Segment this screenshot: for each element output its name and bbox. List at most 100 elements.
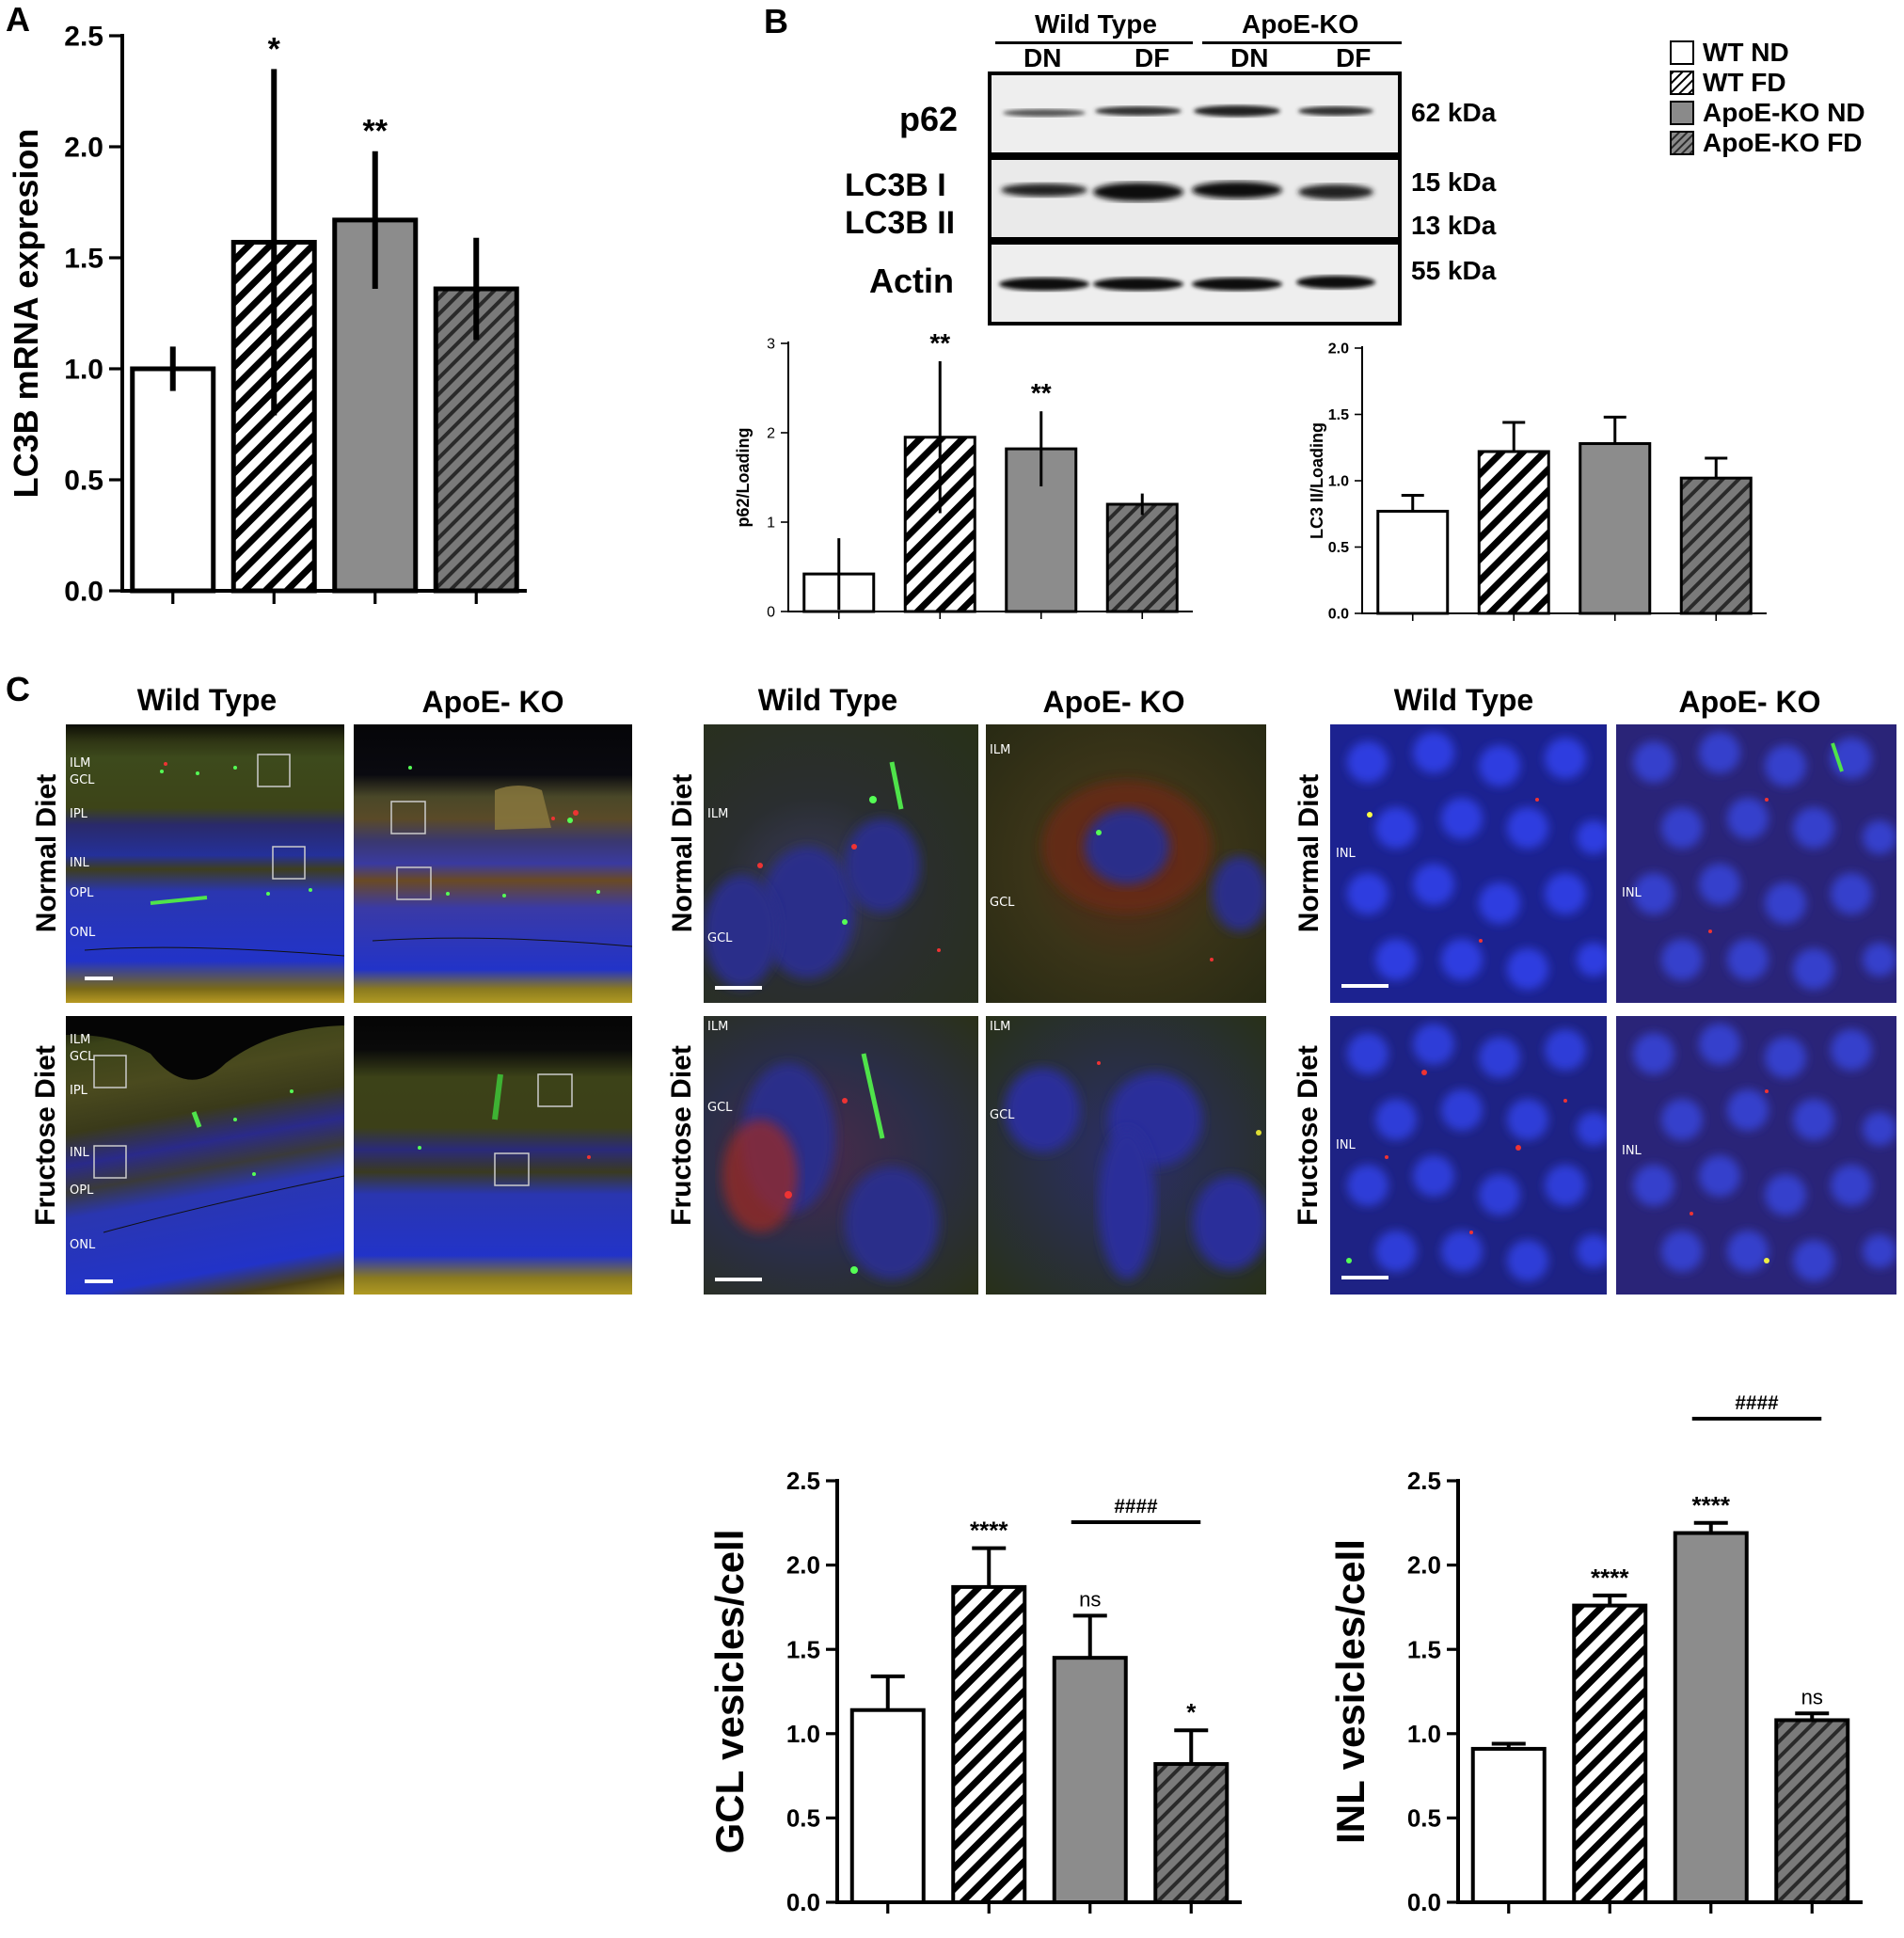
legend-wt-fd: WT FD — [1703, 68, 1786, 97]
mid-label-gcl-tl: GCL — [707, 931, 733, 945]
mid-label-ilm-br: ILM — [990, 1020, 1011, 1034]
y-tick-label-C-GCL-3: 1.5 — [786, 1635, 820, 1663]
bar-C-INL-1 — [1572, 1603, 1648, 1904]
layer-inl-bottom: INL — [70, 1146, 89, 1160]
y-label-A: LC3B mRNA expresion — [7, 129, 45, 499]
mid-label-ilm-bl: ILM — [707, 1020, 729, 1034]
bar-B-LC3-2 — [1579, 442, 1652, 615]
blot-group-wild-type: Wild Type — [1035, 9, 1157, 39]
bar-B-LC3-1 — [1477, 450, 1550, 615]
panel-label-c: C — [6, 670, 30, 708]
micrograph-inl-wt-fructose: INL — [1330, 1016, 1607, 1295]
layer-gcl-bottom: GCL — [70, 1050, 95, 1064]
significance-C-INL-2: **** — [1692, 1491, 1731, 1519]
layer-onl-top: ONL — [70, 926, 96, 940]
kda-15: 15 kDa — [1411, 167, 1497, 197]
row-label-fructose-3: Fructose Diet — [1293, 1045, 1324, 1226]
micrograph-gcl-wt-fructose: ILM GCL — [704, 1016, 978, 1295]
legend: WT ND WT FD ApoE-KO ND ApoE-KO FD — [1669, 38, 1895, 160]
bar-C-INL-2 — [1673, 1531, 1749, 1904]
y-tick-label-C-GCL-4: 2.0 — [786, 1551, 820, 1580]
kda-62: 62 kDa — [1411, 98, 1497, 127]
western-blot: Wild Type ApoE-KO DN DF DN DF p62 LC3B I… — [845, 9, 1524, 329]
blot-lane-1: DN — [1023, 43, 1062, 72]
blot-group-line-wt — [995, 41, 1193, 44]
micrograph-retina-wt-normal: ILM GCL IPL INL OPL ONL — [66, 724, 344, 1003]
mid-label-ilm-tl: ILM — [707, 807, 729, 821]
col-label-wt-1: Wild Type — [136, 683, 278, 717]
y-tick-label-C-INL-5: 2.5 — [1407, 1467, 1441, 1495]
y-tick-label-A-4: 2.0 — [64, 133, 103, 164]
blot-group-line-ko — [1202, 41, 1402, 44]
blot-row-lc3b-i: LC3B I — [845, 167, 946, 203]
inl-label-tl: INL — [1336, 847, 1356, 861]
blot-lane-3: DN — [1230, 43, 1269, 72]
layer-onl-bottom: ONL — [70, 1238, 96, 1252]
significance-C-GCL-2: ns — [1079, 1587, 1101, 1611]
micrograph-retina-ko-fructose — [354, 1016, 632, 1295]
mid-label-gcl-br: GCL — [990, 1108, 1015, 1122]
panel-label-b: B — [764, 2, 788, 40]
row-label-fructose-1: Fructose Diet — [30, 1045, 61, 1226]
blot-row-p62: p62 — [899, 100, 959, 138]
micrograph-inl-ko-normal: INL — [1616, 724, 1896, 1003]
bracket-label-C-INL: #### — [1735, 1392, 1779, 1414]
bracket-label-C-GCL: #### — [1114, 1496, 1158, 1517]
mid-label-gcl-tr: GCL — [990, 896, 1015, 910]
blot-row-lc3b-ii: LC3B II — [845, 205, 956, 241]
col-label-ko-2: ApoE- KO — [1042, 685, 1185, 719]
micrograph-gcl-ko-fructose: ILM GCL — [986, 1016, 1266, 1295]
bar-C-INL-3 — [1774, 1718, 1850, 1904]
y-tick-label-B-LC3-0: 0.0 — [1328, 607, 1349, 623]
bar-C-GCL-2 — [1052, 1656, 1128, 1904]
blot-row-actin: Actin — [869, 262, 954, 300]
layer-inl-top: INL — [70, 856, 89, 870]
y-tick-label-C-GCL-1: 0.5 — [786, 1804, 820, 1833]
y-tick-label-A-1: 0.5 — [64, 466, 103, 497]
col-label-wt-2: Wild Type — [757, 683, 898, 717]
y-label-B-LC3: LC3 II/Loading — [1308, 422, 1326, 539]
layer-ilm-top: ILM — [70, 756, 91, 770]
col-label-wt-3: Wild Type — [1393, 683, 1534, 717]
bar-A-2 — [332, 217, 419, 594]
col-label-ko-3: ApoE- KO — [1678, 685, 1821, 719]
y-tick-label-A-3: 1.5 — [64, 244, 103, 275]
micrograph-gcl-ko-normal: ILM GCL — [986, 724, 1266, 1003]
y-tick-label-C-INL-3: 1.5 — [1407, 1635, 1441, 1663]
legend-wt-nd: WT ND — [1703, 38, 1789, 67]
layer-ilm-bottom: ILM — [70, 1033, 91, 1047]
blot-lane-4: DF — [1336, 43, 1372, 72]
significance-C-GCL-3: * — [1186, 1698, 1197, 1726]
chart-c-inl-vesicles: 0.0 0.5 1.0 1.5 2.0 2.5 INL vesicles/cell **** *… — [1328, 1392, 1863, 1916]
y-tick-label-C-GCL-0: 0.0 — [786, 1888, 820, 1916]
bar-C-INL-0 — [1470, 1746, 1547, 1905]
significance-C-INL-3: ns — [1801, 1685, 1823, 1708]
row-label-normal-3: Normal Diet — [1293, 773, 1325, 933]
micrograph-inl-wt-normal: INL — [1330, 724, 1607, 1003]
kda-13: 13 kDa — [1411, 211, 1497, 240]
y-tick-label-B-p62-2: 2 — [767, 426, 775, 442]
inl-label-br: INL — [1622, 1144, 1642, 1158]
y-tick-label-B-LC3-1: 0.5 — [1328, 540, 1349, 556]
y-tick-label-B-p62-1: 1 — [767, 516, 775, 532]
micrograph-inl-ko-fructose: INL — [1616, 1016, 1896, 1295]
layer-opl-bottom: OPL — [70, 1183, 94, 1198]
y-tick-label-A-5: 2.5 — [64, 22, 103, 53]
significance-B-p62-1: ** — [929, 328, 950, 357]
bar-B-p62-2 — [1005, 447, 1078, 613]
y-label-C-INL: INL vesicles/cell — [1328, 1539, 1372, 1844]
y-tick-label-C-INL-4: 2.0 — [1407, 1551, 1441, 1580]
layer-gcl-top: GCL — [70, 773, 95, 787]
bar-C-GCL-0 — [849, 1708, 926, 1904]
significance-C-GCL-1: **** — [970, 1517, 1008, 1545]
col-label-ko-1: ApoE- KO — [421, 685, 564, 719]
micrograph-retina-ko-normal — [354, 724, 632, 1003]
y-tick-label-C-INL-2: 1.0 — [1407, 1720, 1441, 1748]
legend-ko-fd: ApoE-KO FD — [1703, 128, 1863, 157]
kda-55: 55 kDa — [1411, 256, 1497, 285]
legend-ko-nd: ApoE-KO ND — [1703, 98, 1865, 127]
y-tick-label-C-INL-0: 0.0 — [1407, 1888, 1441, 1916]
row-label-normal-2: Normal Diet — [667, 773, 698, 933]
y-tick-label-B-p62-0: 0 — [767, 605, 775, 621]
significance-A-1: * — [268, 31, 281, 67]
